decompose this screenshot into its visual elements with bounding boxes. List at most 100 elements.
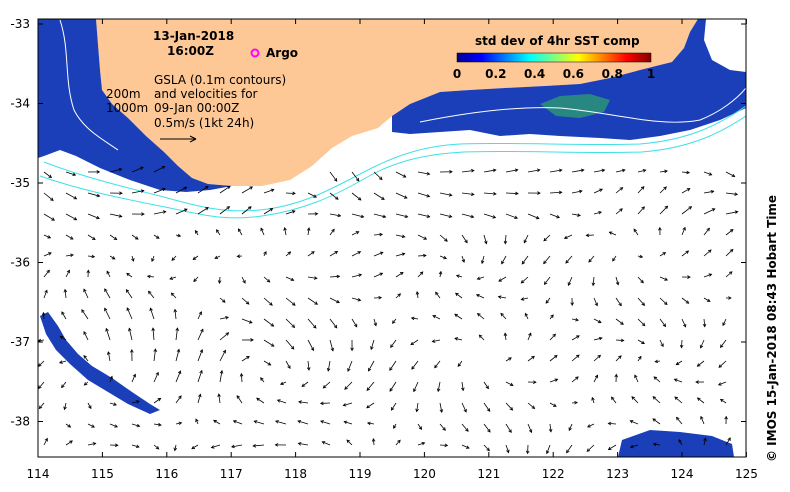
velocity-arrowhead [706,227,710,232]
velocity-arrowhead [567,282,571,286]
velocity-arrowhead [177,233,182,238]
velocity-arrow [307,227,310,236]
velocity-arrowhead [336,299,340,304]
velocity-arrow [659,186,667,194]
velocity-arrow [631,396,639,404]
velocity-arrowhead [183,208,188,212]
velocity-arrowhead [514,168,519,173]
velocity-arrow [263,318,274,327]
velocity-arrow [43,269,50,278]
velocity-arrowhead [173,308,178,313]
velocity-arrow [615,318,624,325]
velocity-arrowhead [333,324,338,329]
velocity-arrow [153,398,161,404]
velocity-arrowhead [334,251,339,255]
velocity-arrowhead [612,257,616,262]
velocity-arrow [395,293,401,299]
velocity-arrowhead [173,447,178,452]
velocity-arrowhead [662,252,667,256]
velocity-arrowhead [311,251,315,255]
velocity-arrow [454,337,463,341]
velocity-arrow [38,381,45,389]
velocity-arrowhead [641,302,646,306]
velocity-arrowhead [379,251,384,255]
velocity-arrowhead [487,428,491,433]
velocity-arrow [42,312,45,320]
velocity-arrowhead [642,168,647,173]
velocity-arrowhead [492,215,497,219]
velocity-arrowhead [675,361,680,366]
velocity-arrow [703,273,712,278]
velocity-arrow [703,228,710,236]
velocity-arrowhead [543,260,547,265]
velocity-arrow [417,171,430,175]
velocity-arrow [681,206,692,215]
velocity-arrowhead [314,301,319,305]
velocity-arrowhead [83,288,87,293]
velocity-arrow [653,443,661,446]
velocity-arrowhead [607,446,612,450]
velocity-arrow [65,270,70,278]
velocity-arrowhead [568,427,572,432]
velocity-arrowhead [525,450,530,455]
velocity-arrow [527,333,532,341]
velocity-arrow [681,297,689,304]
velocity-arrow [351,192,362,201]
velocity-arrow [718,381,727,386]
velocity-arrow [549,314,554,320]
velocity-arrowhead [597,319,602,324]
colorbar-tick-label: 0.4 [524,67,545,81]
velocity-arrowhead [96,215,100,220]
velocity-arrowhead [707,249,712,253]
velocity-arrowhead [708,273,713,277]
velocity-arrow [588,255,595,263]
velocity-arrow [527,169,540,173]
velocity-arrow [219,297,226,303]
velocity-arrowhead [508,357,512,361]
velocity-arrowhead [199,369,203,374]
velocity-arrow [593,375,598,383]
velocity-arrow [674,396,683,404]
velocity-arrow [659,318,666,327]
velocity-arrow [395,192,408,199]
velocity-arrow [65,440,73,446]
velocity-arrowhead [397,293,402,297]
velocity-arrow [64,402,67,410]
velocity-arrowhead [640,186,645,190]
velocity-arrowhead [663,301,668,306]
velocity-arrowhead [533,380,537,384]
velocity-arrowhead [449,170,453,174]
velocity-arrow [329,171,338,182]
velocity-arrow [461,192,474,195]
velocity-arrow [571,335,580,341]
isobath-200m-label: 200m [106,87,141,101]
argo-label: Argo [266,46,298,60]
velocity-arrowhead [155,446,160,450]
velocity-arrowhead [426,214,431,218]
velocity-arrow [307,276,317,279]
velocity-arrow [38,402,45,409]
velocity-arrow [285,251,291,257]
velocity-arrow [275,420,287,425]
velocity-arrow [131,190,144,194]
velocity-arrow [131,423,140,427]
velocity-arrowhead [426,171,431,176]
velocity-arrowhead [719,344,724,349]
velocity-arrowhead [83,331,87,335]
velocity-arrow [329,275,340,278]
velocity-arrow [65,213,77,221]
velocity-arrowhead [69,440,73,444]
velocity-arrowhead [455,292,459,297]
velocity-arrow [571,402,578,404]
velocity-arrowhead [389,367,393,371]
velocity-arrowhead [577,213,581,217]
velocity-arrow [284,227,287,236]
velocity-arrowhead [270,188,275,193]
velocity-arrowhead [629,420,634,424]
velocity-arrowhead [580,168,585,173]
velocity-arrowhead [415,408,419,413]
velocity-arrowhead [346,439,350,444]
gsla-line-2: and velocities for [154,87,258,101]
velocity-arrowhead [378,295,383,300]
velocity-arrowhead [260,377,264,381]
